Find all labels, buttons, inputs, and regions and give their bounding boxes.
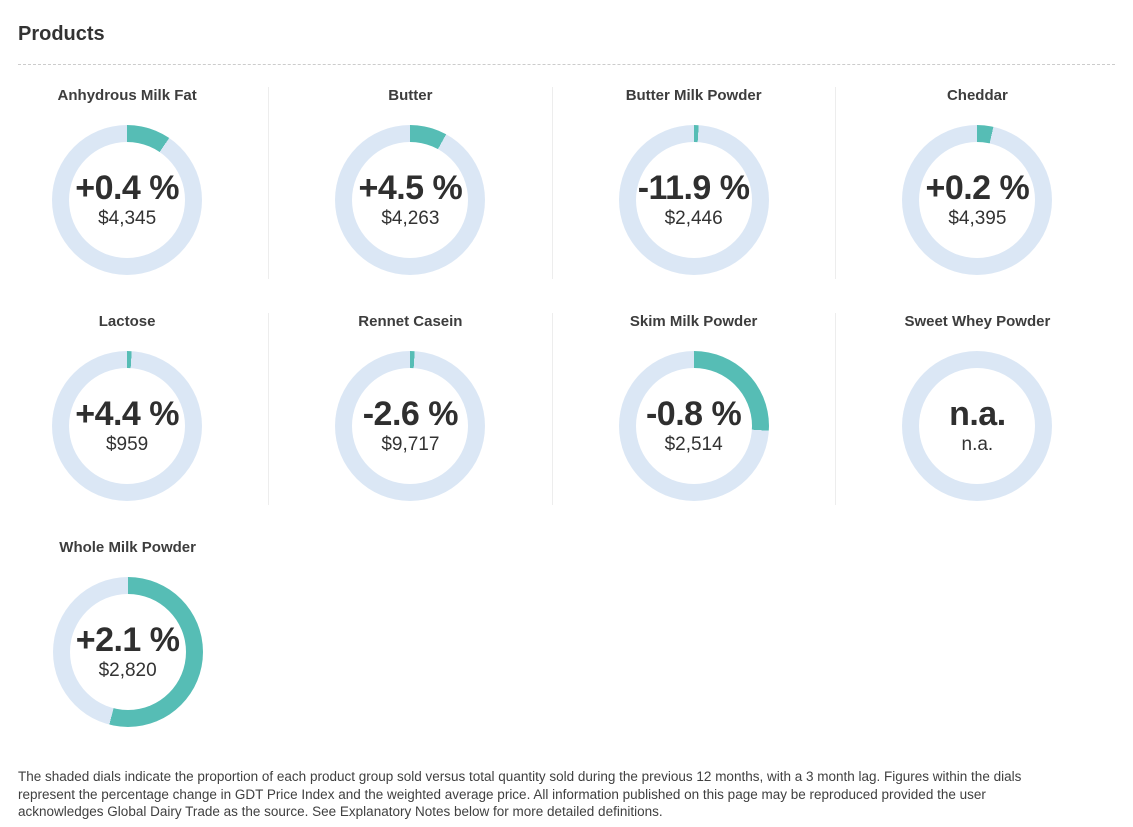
product-dial: -11.9 % $2,446 <box>618 125 769 275</box>
product-title: Lactose <box>98 313 156 330</box>
avg-price: $2,446 <box>664 207 723 229</box>
page-header: Products <box>0 0 1133 46</box>
product-title: Rennet Casein <box>358 313 463 330</box>
price-change: -2.6 % <box>362 394 459 433</box>
product-title: Sweet Whey Powder <box>904 313 1051 330</box>
avg-price: $959 <box>105 433 149 455</box>
product-card: Butter Milk Powder -11.9 % $2,446 <box>553 87 836 279</box>
dial-center: +4.4 % $959 <box>52 351 202 501</box>
product-dial: +2.1 % $2,820 <box>52 577 203 727</box>
dial-hole <box>919 368 1036 484</box>
product-card: Whole Milk Powder +2.1 % $2,820 <box>0 539 269 731</box>
products-row-3: Whole Milk Powder +2.1 % $2,820 <box>0 539 1133 731</box>
product-title: Skim Milk Powder <box>629 313 758 330</box>
product-card: Lactose +4.4 % $959 <box>0 313 270 505</box>
product-card: Sweet Whey Powder n.a. n.a. <box>836 313 1119 505</box>
dial-hole <box>352 142 469 258</box>
product-card: Skim Milk Powder -0.8 % $2,514 <box>553 313 836 505</box>
price-change: -11.9 % <box>637 168 750 207</box>
dial-hole <box>635 368 752 484</box>
product-dial: +4.4 % $959 <box>52 351 203 501</box>
product-card: Butter +4.5 % $4,263 <box>269 87 553 279</box>
disclaimer-text: The shaded dials indicate the proportion… <box>18 769 1022 819</box>
products-row-1: Anhydrous Milk Fat +0.4 % $4,345 Butter … <box>0 87 1133 279</box>
products-row-2: Lactose +4.4 % $959 Rennet Casein -2.6 %… <box>0 313 1133 505</box>
avg-price: $9,717 <box>381 433 440 455</box>
product-dial: -2.6 % $9,717 <box>335 351 486 501</box>
avg-price: $4,263 <box>381 207 440 229</box>
avg-price: $4,345 <box>98 207 157 229</box>
dial-hole <box>69 368 186 484</box>
dial-center: +2.1 % $2,820 <box>53 577 203 727</box>
avg-price: $4,395 <box>948 207 1007 229</box>
product-dial: -0.8 % $2,514 <box>618 351 769 501</box>
dial-hole <box>69 142 186 258</box>
product-card: Cheddar +0.2 % $4,395 <box>836 87 1119 279</box>
product-card: Anhydrous Milk Fat +0.4 % $4,345 <box>0 87 270 279</box>
price-change: +0.2 % <box>925 168 1030 207</box>
product-dial: n.a. n.a. <box>902 351 1053 501</box>
product-title: Cheddar <box>946 87 1008 104</box>
product-dial: +4.5 % $4,263 <box>335 125 486 275</box>
price-change: +4.4 % <box>75 394 180 433</box>
price-change: +4.5 % <box>358 168 463 207</box>
dial-center: -0.8 % $2,514 <box>619 351 769 501</box>
products-grid: Anhydrous Milk Fat +0.4 % $4,345 Butter … <box>0 87 1133 731</box>
dial-center: +4.5 % $4,263 <box>335 125 485 275</box>
page-title: Products <box>18 23 105 45</box>
avg-price: $2,514 <box>664 433 723 455</box>
product-title: Whole Milk Powder <box>59 539 196 556</box>
product-title: Butter <box>388 87 433 104</box>
dial-center: -2.6 % $9,717 <box>335 351 485 501</box>
product-title: Butter Milk Powder <box>625 87 762 104</box>
price-change: -0.8 % <box>645 394 742 433</box>
product-card: Rennet Casein -2.6 % $9,717 <box>269 313 553 505</box>
dial-hole <box>69 594 186 710</box>
dial-center: -11.9 % $2,446 <box>619 125 769 275</box>
product-title: Anhydrous Milk Fat <box>57 87 197 104</box>
price-change: +0.4 % <box>75 168 180 207</box>
dial-center: +0.2 % $4,395 <box>902 125 1052 275</box>
dial-center: +0.4 % $4,345 <box>52 125 202 275</box>
avg-price: $2,820 <box>98 659 157 681</box>
price-change: n.a. <box>949 394 1006 433</box>
dashed-divider <box>18 64 1115 65</box>
dial-hole <box>352 368 469 484</box>
dial-center: n.a. n.a. <box>902 351 1052 501</box>
dial-hole <box>635 142 752 258</box>
avg-price: n.a. <box>961 433 994 455</box>
price-change: +2.1 % <box>75 620 180 659</box>
product-dial: +0.2 % $4,395 <box>902 125 1053 275</box>
product-dial: +0.4 % $4,345 <box>52 125 203 275</box>
dial-hole <box>919 142 1036 258</box>
